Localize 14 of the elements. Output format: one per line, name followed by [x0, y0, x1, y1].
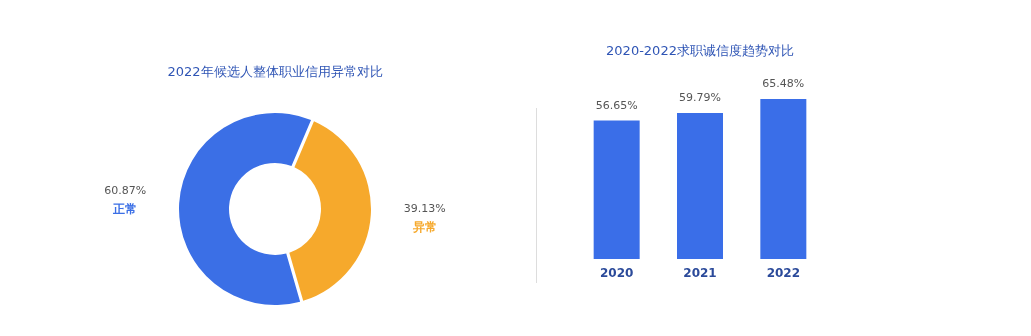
data-label: 65.48% [762, 77, 805, 90]
slice-label: 异常 [411, 219, 437, 234]
x-tick-label: 2021 [683, 265, 717, 280]
data-label: 56.65% [595, 98, 638, 112]
data-label: 59.79% [679, 90, 721, 104]
slice-label: 正常 [112, 202, 138, 217]
donut-slice [179, 113, 312, 305]
x-tick-label: 2020 [599, 265, 634, 280]
x-tick-label: 2022 [766, 265, 801, 280]
data-label: 39.13% [403, 201, 446, 215]
data-label: 60.87% [104, 184, 147, 198]
chart-title: 2020-2022求职诚信度趋势对比 [606, 43, 794, 58]
donut-slice [289, 121, 371, 301]
chart-title: 2022年候选人整体职业信用异常对比 [167, 64, 383, 79]
